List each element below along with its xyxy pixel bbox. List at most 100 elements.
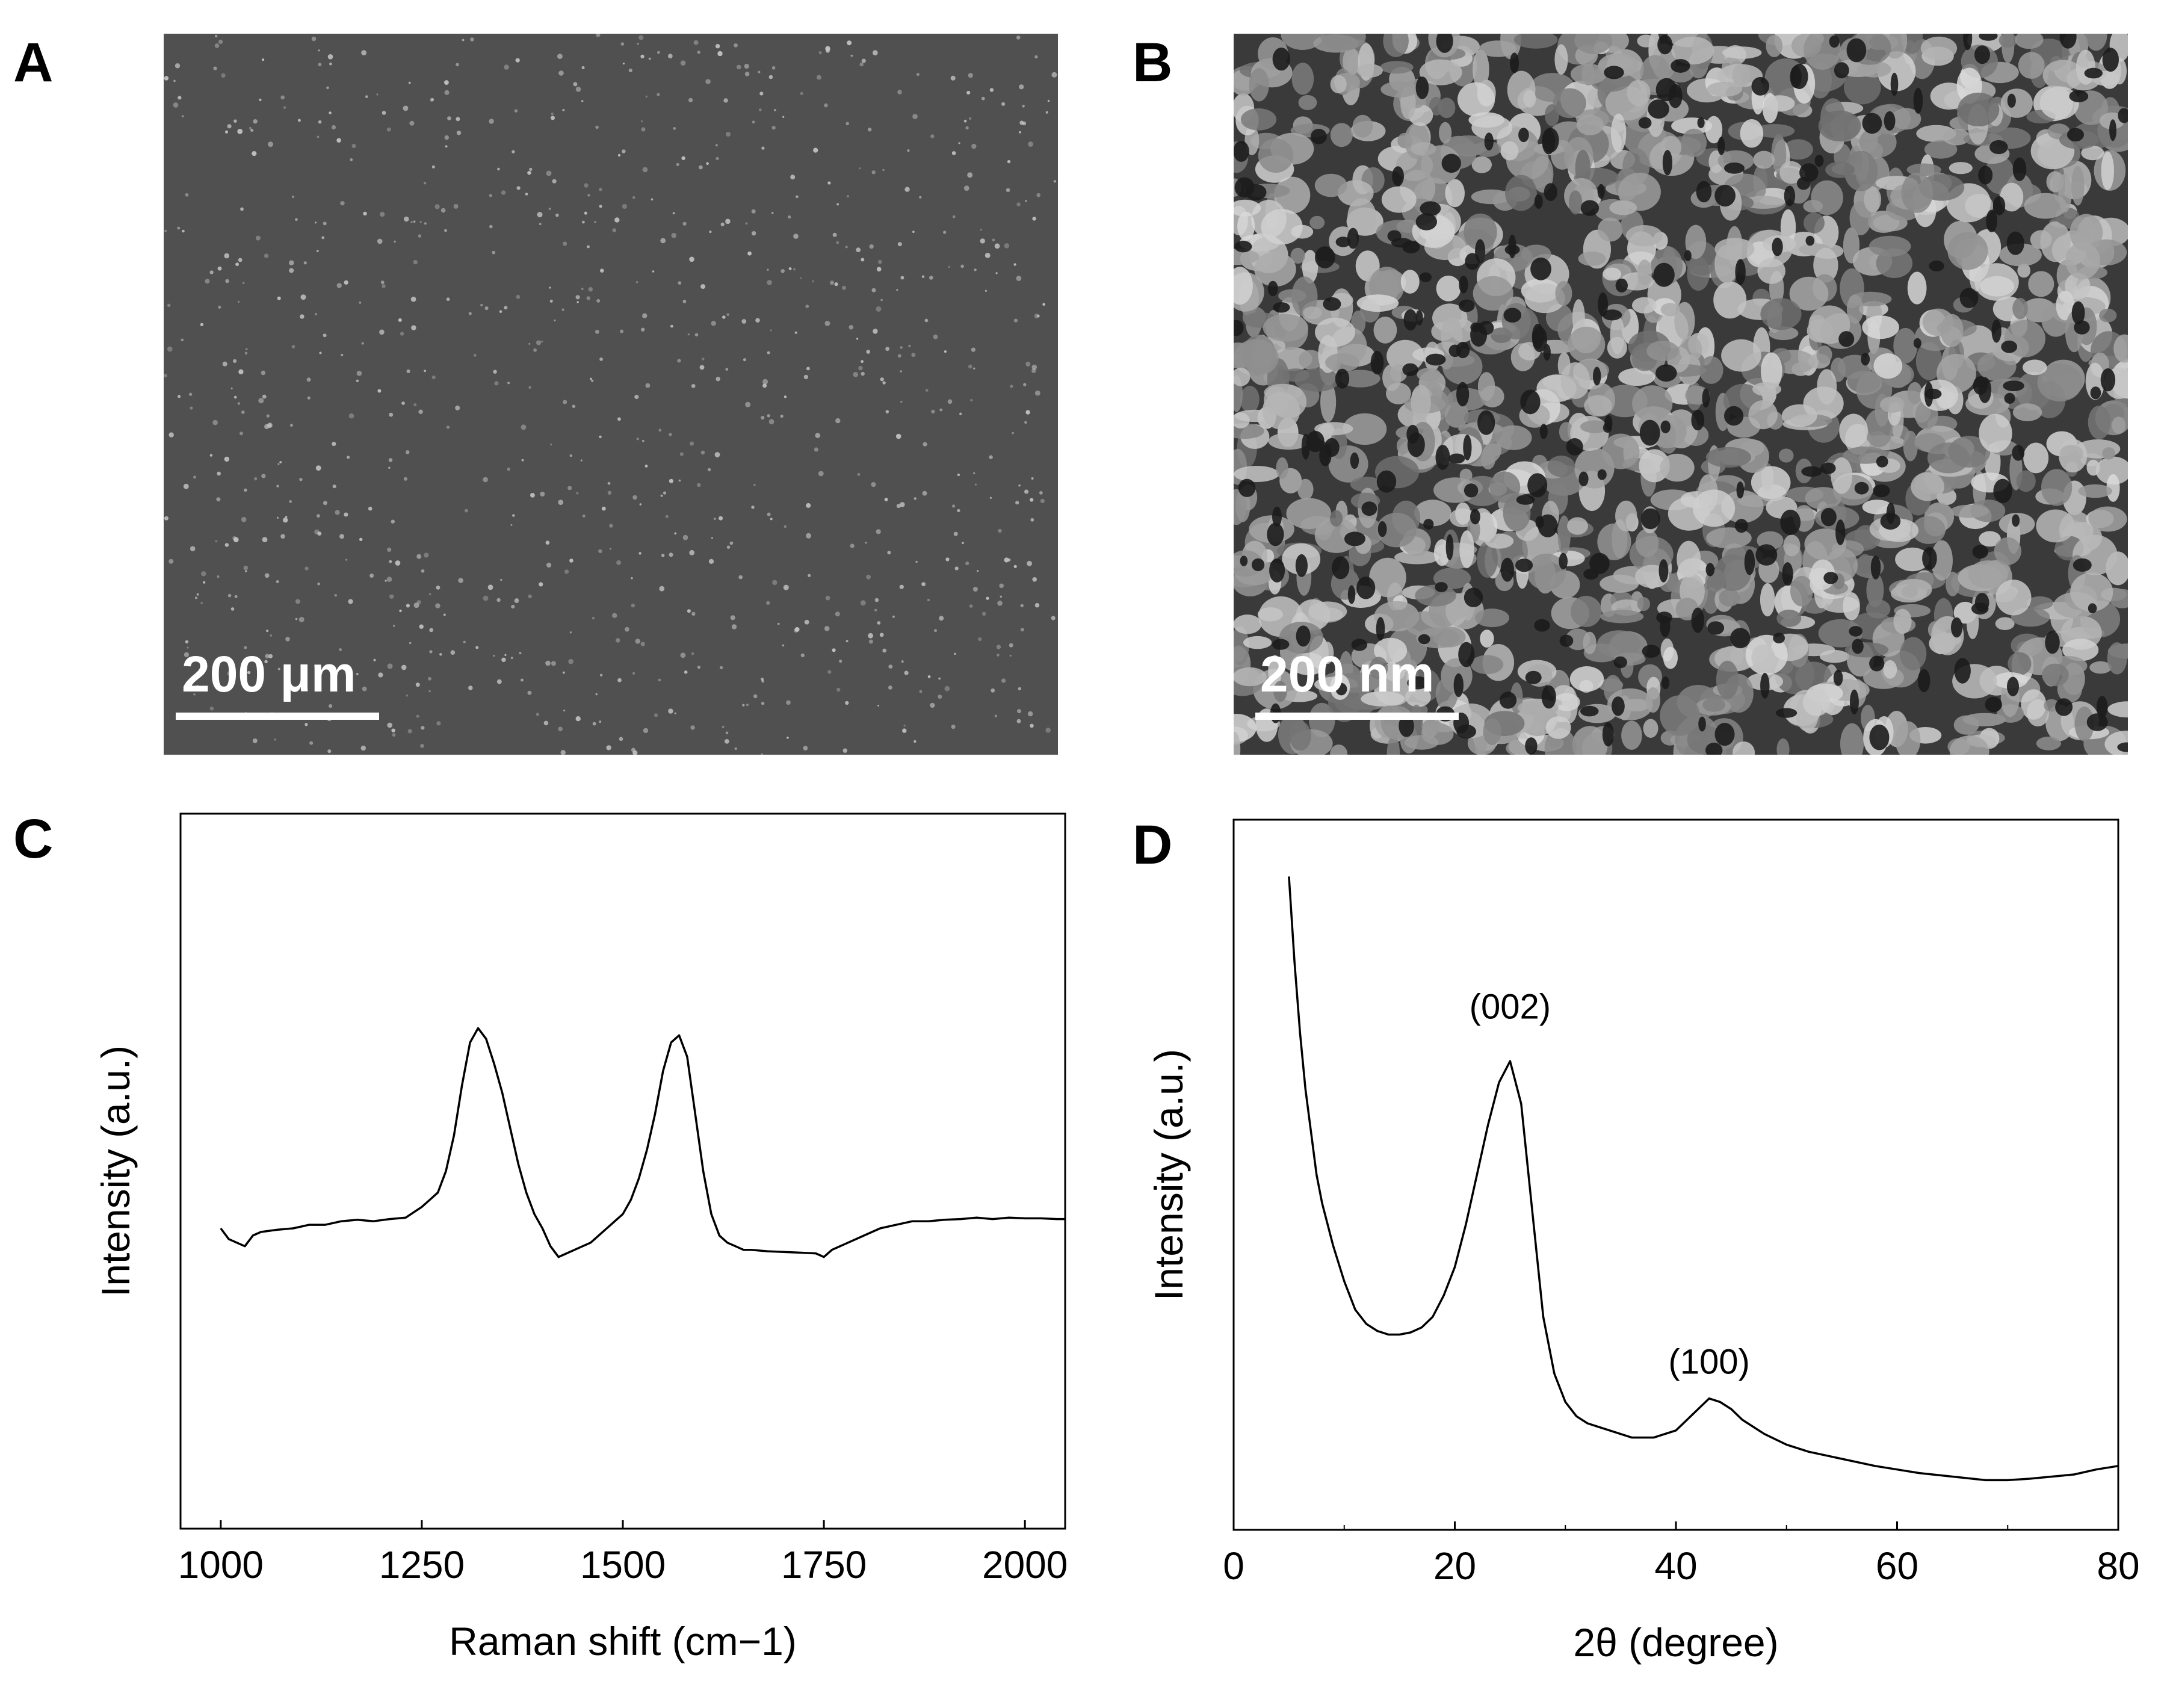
pore — [1441, 153, 1461, 173]
pore — [1691, 607, 1704, 633]
pore — [1464, 587, 1483, 607]
particle — [601, 506, 606, 511]
particle — [691, 652, 694, 655]
plot-frame — [1232, 818, 2119, 1531]
grain — [1753, 150, 1775, 169]
x-tick-label: 1000 — [178, 1543, 264, 1586]
grain — [1234, 339, 1279, 376]
particle — [458, 578, 463, 583]
particle — [543, 720, 549, 726]
particle — [551, 661, 556, 666]
pore — [2117, 742, 2128, 752]
pore — [1655, 78, 1677, 102]
particle — [845, 640, 849, 643]
particle — [408, 81, 411, 84]
particle — [652, 270, 655, 273]
grain — [1513, 34, 1558, 49]
grain — [1470, 655, 1504, 675]
pore — [1415, 310, 1423, 326]
particle — [845, 246, 848, 249]
pore — [1751, 77, 1770, 96]
pore — [1453, 673, 1464, 698]
scale-bar-b — [1255, 713, 1459, 720]
particle — [612, 228, 617, 232]
particle — [1016, 36, 1021, 40]
particle — [616, 638, 620, 643]
particle — [643, 728, 649, 734]
particle — [301, 670, 307, 675]
particle — [552, 179, 557, 184]
particle — [237, 402, 241, 405]
grain — [1243, 636, 1272, 649]
grain — [1699, 356, 1723, 384]
particle — [341, 353, 344, 356]
particle — [869, 244, 874, 249]
pore — [1805, 235, 1815, 246]
particle — [512, 150, 515, 153]
grain — [1347, 198, 1376, 235]
pore — [1234, 241, 1252, 253]
particle — [227, 593, 232, 598]
particle — [439, 653, 442, 656]
grain — [1790, 575, 1813, 607]
pore — [1534, 194, 1543, 209]
particle — [327, 54, 333, 60]
grain — [1646, 341, 1679, 361]
particle — [959, 412, 962, 415]
particle — [428, 690, 431, 693]
particle — [241, 516, 247, 522]
particle — [794, 331, 797, 334]
particle — [334, 594, 337, 597]
grain — [1894, 578, 1932, 601]
grain — [1760, 583, 1775, 617]
grain — [1554, 44, 1568, 75]
pore — [1691, 409, 1705, 431]
grain — [1808, 305, 1850, 344]
grain — [2101, 151, 2114, 190]
grain — [1560, 362, 1590, 399]
grain — [1282, 368, 1309, 382]
grain — [2040, 221, 2071, 262]
pore — [1922, 546, 1937, 570]
particle — [515, 58, 520, 63]
particle — [700, 284, 706, 289]
particle — [968, 364, 972, 369]
particle — [196, 593, 199, 596]
particle — [930, 702, 935, 708]
grain — [1276, 457, 1288, 479]
particle — [638, 552, 641, 555]
particle — [387, 663, 393, 669]
grain — [2058, 173, 2072, 212]
particle — [434, 204, 440, 209]
grain — [1950, 504, 1989, 518]
particle — [188, 392, 193, 396]
particle — [253, 119, 258, 124]
particle — [888, 664, 893, 669]
particle — [1025, 410, 1030, 415]
pore — [2007, 676, 2019, 697]
particle — [409, 642, 412, 645]
pore — [1402, 240, 1420, 253]
pore — [1735, 259, 1746, 285]
particle — [599, 357, 603, 361]
x-tick-label: 1750 — [781, 1543, 867, 1586]
pore — [1423, 519, 1434, 530]
grain — [1748, 400, 1778, 430]
particle — [868, 639, 873, 644]
particle — [298, 616, 304, 622]
particle — [768, 75, 773, 79]
grain — [1631, 297, 1657, 314]
particle — [369, 574, 374, 578]
particle — [261, 474, 266, 478]
pore — [1820, 462, 1836, 474]
grain — [1373, 317, 1397, 344]
particle — [1051, 616, 1056, 620]
particle — [767, 280, 772, 285]
grain — [1764, 95, 1795, 112]
pore — [1415, 76, 1429, 99]
grain — [1627, 79, 1651, 107]
grain — [2012, 403, 2042, 421]
particle — [804, 619, 809, 625]
pore — [1351, 639, 1368, 651]
particle — [323, 221, 327, 226]
